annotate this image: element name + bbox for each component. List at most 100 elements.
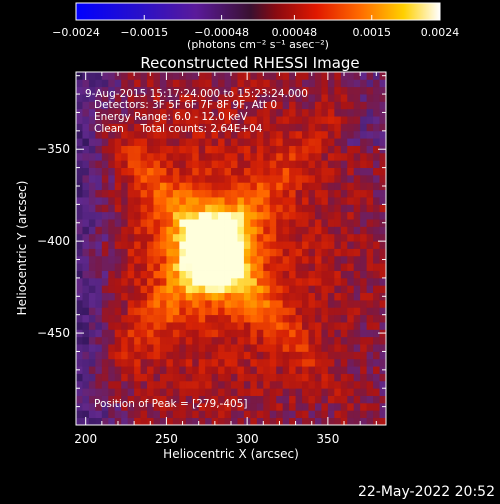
heatmap-cell bbox=[302, 248, 309, 257]
heatmap-cell bbox=[282, 211, 290, 220]
heatmap-cell bbox=[334, 285, 342, 294]
heatmap-cell bbox=[211, 219, 219, 227]
heatmap-cell bbox=[360, 395, 368, 404]
heatmap-cell bbox=[308, 211, 316, 220]
heatmap-cell bbox=[321, 344, 329, 352]
heatmap-cell bbox=[334, 204, 342, 213]
heatmap-cell bbox=[334, 344, 342, 352]
heatmap-cell bbox=[127, 255, 135, 264]
heatmap-cell bbox=[314, 241, 322, 249]
heatmap-cell bbox=[327, 410, 335, 419]
heatmap-cell bbox=[127, 167, 135, 176]
heatmap-cell bbox=[192, 211, 200, 220]
heatmap-cell bbox=[198, 174, 206, 183]
heatmap-cell bbox=[289, 329, 296, 338]
heatmap-cell bbox=[76, 79, 83, 88]
heatmap-cell bbox=[205, 388, 213, 396]
heatmap-cell bbox=[340, 108, 348, 117]
heatmap-cell bbox=[308, 86, 316, 95]
heatmap-cell bbox=[366, 410, 374, 419]
heatmap-cell bbox=[250, 123, 258, 132]
heatmap-cell bbox=[198, 108, 206, 117]
heatmap-cell bbox=[101, 233, 109, 242]
heatmap-cell bbox=[179, 130, 187, 139]
heatmap-cell bbox=[250, 314, 258, 323]
heatmap-cell bbox=[166, 101, 174, 110]
heatmap-cell bbox=[108, 322, 116, 330]
heatmap-cell bbox=[256, 417, 264, 425]
heatmap-cell bbox=[231, 79, 238, 88]
heatmap-cell bbox=[172, 79, 180, 88]
heatmap-cell bbox=[192, 417, 200, 425]
heatmap-cell bbox=[379, 197, 386, 205]
heatmap-cell bbox=[114, 108, 122, 117]
heatmap-cell bbox=[282, 292, 290, 301]
heatmap-cell bbox=[360, 292, 368, 301]
heatmap-cell bbox=[289, 152, 296, 161]
heatmap-cell bbox=[192, 72, 200, 80]
heatmap-cell bbox=[108, 358, 116, 367]
heatmap-cell bbox=[198, 219, 206, 227]
heatmap-cell bbox=[347, 307, 355, 316]
heatmap-cell bbox=[82, 152, 90, 161]
heatmap-cell bbox=[366, 395, 374, 404]
heatmap-cell bbox=[302, 263, 309, 271]
heatmap-cell bbox=[373, 226, 380, 235]
heatmap-cell bbox=[243, 358, 251, 367]
heatmap-cell bbox=[95, 314, 103, 323]
heatmap-cell bbox=[289, 204, 296, 213]
heatmap-cell bbox=[88, 417, 96, 425]
heatmap-cell bbox=[237, 336, 245, 345]
heatmap-cell bbox=[237, 226, 245, 235]
heatmap-cell bbox=[88, 167, 96, 176]
heatmap-cell bbox=[198, 152, 206, 161]
heatmap-cell bbox=[269, 219, 277, 227]
heatmap-cell bbox=[282, 270, 290, 279]
heatmap-cell bbox=[185, 299, 193, 308]
heatmap-cell bbox=[282, 233, 290, 242]
heatmap-cell bbox=[153, 145, 161, 154]
heatmap-cell bbox=[134, 219, 141, 227]
heatmap-cell bbox=[218, 410, 225, 419]
heatmap-cell bbox=[250, 211, 258, 220]
heatmap-cell bbox=[231, 417, 238, 425]
heatmap-cell bbox=[172, 174, 180, 183]
heatmap-cell bbox=[366, 322, 374, 330]
heatmap-cell bbox=[198, 270, 206, 279]
heatmap-cell bbox=[340, 299, 348, 308]
heatmap-cell bbox=[360, 255, 368, 264]
heatmap-cell bbox=[192, 219, 200, 227]
heatmap-cell bbox=[192, 314, 200, 323]
heatmap-cell bbox=[360, 197, 368, 205]
heatmap-cell bbox=[88, 358, 96, 367]
heatmap-cell bbox=[256, 322, 264, 330]
heatmap-cell bbox=[321, 182, 329, 191]
heatmap-cell bbox=[289, 322, 296, 330]
heatmap-cell bbox=[147, 226, 154, 235]
heatmap-cell bbox=[321, 336, 329, 345]
heatmap-cell bbox=[134, 263, 141, 271]
heatmap-cell bbox=[231, 174, 238, 183]
heatmap-cell bbox=[166, 373, 174, 382]
heatmap-cell bbox=[237, 410, 245, 419]
heatmap-cell bbox=[353, 351, 361, 360]
heatmap-cell bbox=[82, 351, 90, 360]
heatmap-cell bbox=[224, 226, 232, 235]
heatmap-cell bbox=[314, 167, 322, 176]
heatmap-cell bbox=[198, 322, 206, 330]
heatmap-cell bbox=[159, 130, 167, 139]
heatmap-cell bbox=[276, 174, 284, 183]
heatmap-cell bbox=[289, 197, 296, 205]
heatmap-cell bbox=[127, 145, 135, 154]
heatmap-cell bbox=[373, 285, 380, 294]
colorbar-tick-label: 0.0024 bbox=[421, 26, 460, 39]
heatmap-cell bbox=[101, 248, 109, 257]
heatmap-cell bbox=[231, 189, 238, 198]
heatmap-cell bbox=[327, 138, 335, 146]
heatmap-cell bbox=[237, 241, 245, 249]
heatmap-cell bbox=[295, 277, 303, 286]
heatmap-cell bbox=[360, 314, 368, 323]
heatmap-cell bbox=[237, 152, 245, 161]
heatmap-cell bbox=[153, 395, 161, 404]
heatmap-cell bbox=[114, 233, 122, 242]
